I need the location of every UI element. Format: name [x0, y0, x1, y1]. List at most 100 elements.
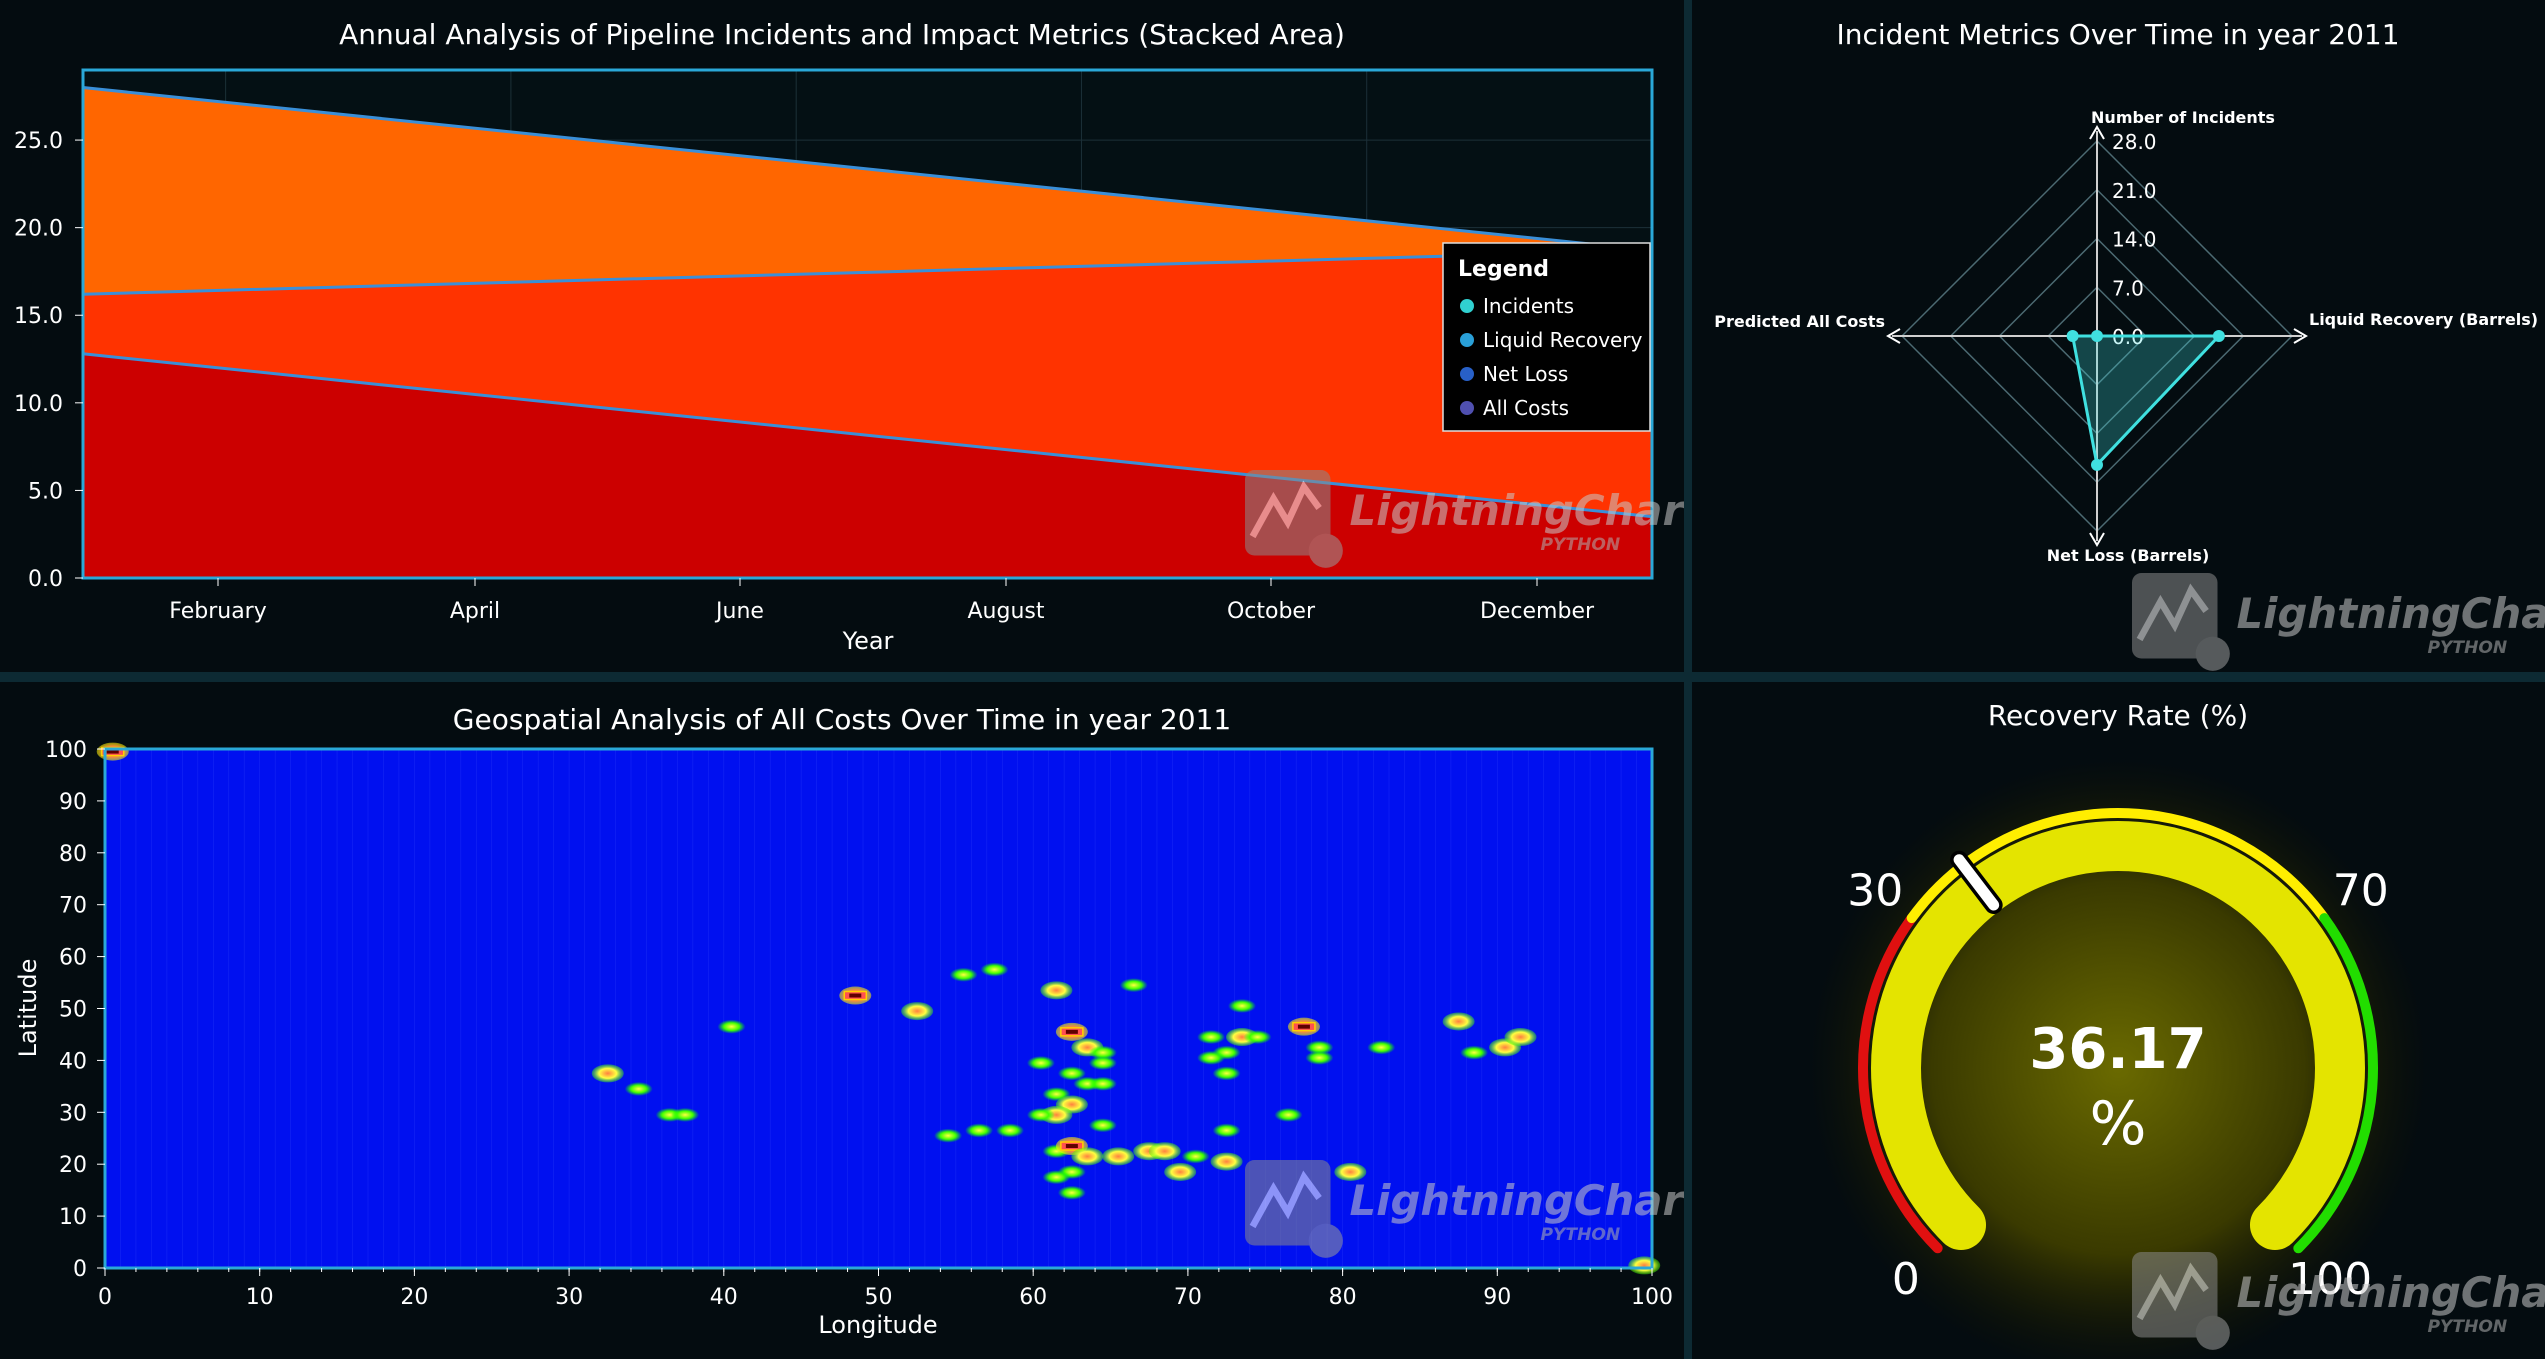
heatmap-hotspot: [1305, 1040, 1334, 1055]
chart-title: Annual Analysis of Pipeline Incidents an…: [339, 18, 1345, 51]
logo-bolt: [2136, 583, 2209, 642]
heatmap-hotspot: [624, 1081, 653, 1096]
legend-item-label: Incidents: [1483, 294, 1574, 318]
heatmap-hotspot: [1504, 1028, 1537, 1047]
radar-axis-arrow: [2089, 532, 2105, 547]
radar-point: [2066, 330, 2079, 342]
y-tick-label: 5.0: [28, 479, 63, 504]
radar-chart: Incident Metrics Over Time in year 20110…: [1714, 18, 2545, 671]
radar-axis-label: Number of Incidents: [2091, 108, 2275, 127]
area-series-line-1: [82, 352, 1653, 519]
logo-python-icon: [1308, 1223, 1343, 1258]
y-tick-label: 80: [59, 842, 87, 867]
y-tick-label: 30: [59, 1101, 87, 1126]
logo-python-icon: [2195, 1315, 2230, 1350]
horizontal-divider: [0, 672, 2545, 682]
heatmap-background: [105, 749, 1652, 1268]
heatmap-hotspot: [1057, 1185, 1086, 1200]
heatmap-hotspot: [1243, 1030, 1272, 1045]
logo-brand-text: LightningChart®: [1350, 1176, 1685, 1225]
y-tick-label: 100: [45, 738, 87, 763]
heatmap-chart: Geospatial Analysis of All Costs Over Ti…: [14, 703, 1684, 1339]
x-tick-label: 70: [1174, 1285, 1202, 1310]
y-tick-label: 50: [59, 998, 87, 1023]
heatmap-hotspot: [901, 1002, 934, 1021]
heatmap-hotspot: [1042, 1170, 1071, 1185]
area-series-line-3: [82, 86, 1653, 252]
heatmap-hotspot: [671, 1107, 700, 1122]
legend-box: [1442, 242, 1651, 432]
radar-chart-panel: Incident Metrics Over Time in year 20110…: [1692, 0, 2545, 672]
heatmap-hotspot: [1197, 1030, 1226, 1045]
heatmap-hotspot: [1088, 1055, 1117, 1070]
logo-python-icon: [2195, 636, 2230, 671]
y-tick-label: 0.0: [28, 567, 63, 592]
x-tick-label: February: [169, 599, 267, 624]
radar-point: [2091, 458, 2103, 471]
legend-item-label: Liquid Recovery: [1483, 328, 1643, 352]
x-tick-label: 60: [1019, 1285, 1047, 1310]
gauge-chart-panel: Recovery Rate (%) 0 100 30 70 36.17% Lightning…: [1692, 682, 2545, 1359]
heatmap-hotspot: [1102, 1147, 1135, 1166]
heatmap-hotspot: [1367, 1040, 1396, 1055]
radar-tick-label: 28.0: [2112, 130, 2157, 154]
lightningchart-logo: LightningChart®PYTHON: [2132, 1252, 2545, 1350]
x-tick-label: 20: [400, 1285, 428, 1310]
y-tick-label: 20.0: [14, 217, 63, 242]
logo-python-icon: [1308, 533, 1343, 568]
radar-axis-arrow: [2089, 125, 2105, 140]
heatmap-hotspot: [995, 1123, 1024, 1138]
heatmap-hotspot: [717, 1019, 746, 1034]
area-series-3: [83, 87, 1652, 295]
lightningchart-logo: LightningChart®PYTHON: [2132, 573, 2545, 671]
heatmap-peak-core: [849, 993, 862, 998]
y-tick-label: 25.0: [14, 129, 63, 154]
radar-series: [2070, 334, 2223, 469]
x-tick-label: 90: [1483, 1285, 1511, 1310]
heatmap-hotspot: [1088, 1118, 1117, 1133]
heatmap-hotspot: [1210, 1152, 1243, 1171]
radar-tick-label: 7.0: [2112, 276, 2144, 300]
radar-axis-arrow: [2293, 328, 2308, 344]
heatmap-hotspot: [1212, 1123, 1241, 1138]
logo-brand-text: LightningChart®: [1350, 486, 1685, 535]
legend-item-label: Net Loss: [1483, 362, 1568, 386]
logo-sub-text: PYTHON: [1541, 1225, 1621, 1245]
stacked-area-chart: Annual Analysis of Pipeline Incidents an…: [14, 18, 1685, 655]
y-tick-label: 60: [59, 946, 87, 971]
logo-sub-text: PYTHON: [1541, 535, 1621, 555]
gauge-needle: [1953, 854, 2000, 911]
legend-title: Legend: [1458, 257, 1549, 282]
heatmap-hotspot: [965, 1123, 994, 1138]
lightningchart-logo: LightningChart®PYTHON: [1245, 1160, 1684, 1258]
radar-axis-arrow: [1886, 328, 1901, 344]
stacked-area-chart-panel: Annual Analysis of Pipeline Incidents an…: [0, 0, 1684, 672]
heatmap-hotspot: [1212, 1066, 1241, 1081]
area-series-line-2: [82, 248, 1653, 296]
x-tick-label: August: [968, 599, 1045, 624]
gauge-unit-text: %: [2089, 1089, 2146, 1159]
legend-item-label: All Costs: [1483, 396, 1569, 420]
gauge-min-label: 0: [1892, 1254, 1920, 1305]
x-tick-label: 40: [710, 1285, 738, 1310]
x-tick-label: 100: [1631, 1285, 1673, 1310]
heatmap-peak-core: [1297, 1024, 1310, 1029]
chart-title: Incident Metrics Over Time in year 2011: [1836, 18, 2399, 51]
y-tick-label: 10: [59, 1205, 87, 1230]
x-tick-label: 10: [246, 1285, 274, 1310]
heatmap-hotspot: [1071, 1147, 1104, 1166]
heatmap-hotspot: [1460, 1045, 1489, 1060]
x-tick-label: October: [1227, 599, 1316, 624]
y-tick-label: 20: [59, 1153, 87, 1178]
x-tick-label: 80: [1329, 1285, 1357, 1310]
heatmap-hotspot: [980, 962, 1009, 977]
heatmap-hotspot: [1164, 1162, 1197, 1181]
gauge-high-threshold-label: 70: [2333, 866, 2389, 917]
x-tick-label: 0: [98, 1285, 112, 1310]
gauge-value-text: 36.17: [2029, 1017, 2206, 1082]
heatmap-hotspot: [591, 1064, 624, 1083]
logo-brand-text: LightningChart®: [2237, 589, 2545, 638]
y-tick-label: 40: [59, 1049, 87, 1074]
x-axis-title: Year: [842, 627, 894, 655]
